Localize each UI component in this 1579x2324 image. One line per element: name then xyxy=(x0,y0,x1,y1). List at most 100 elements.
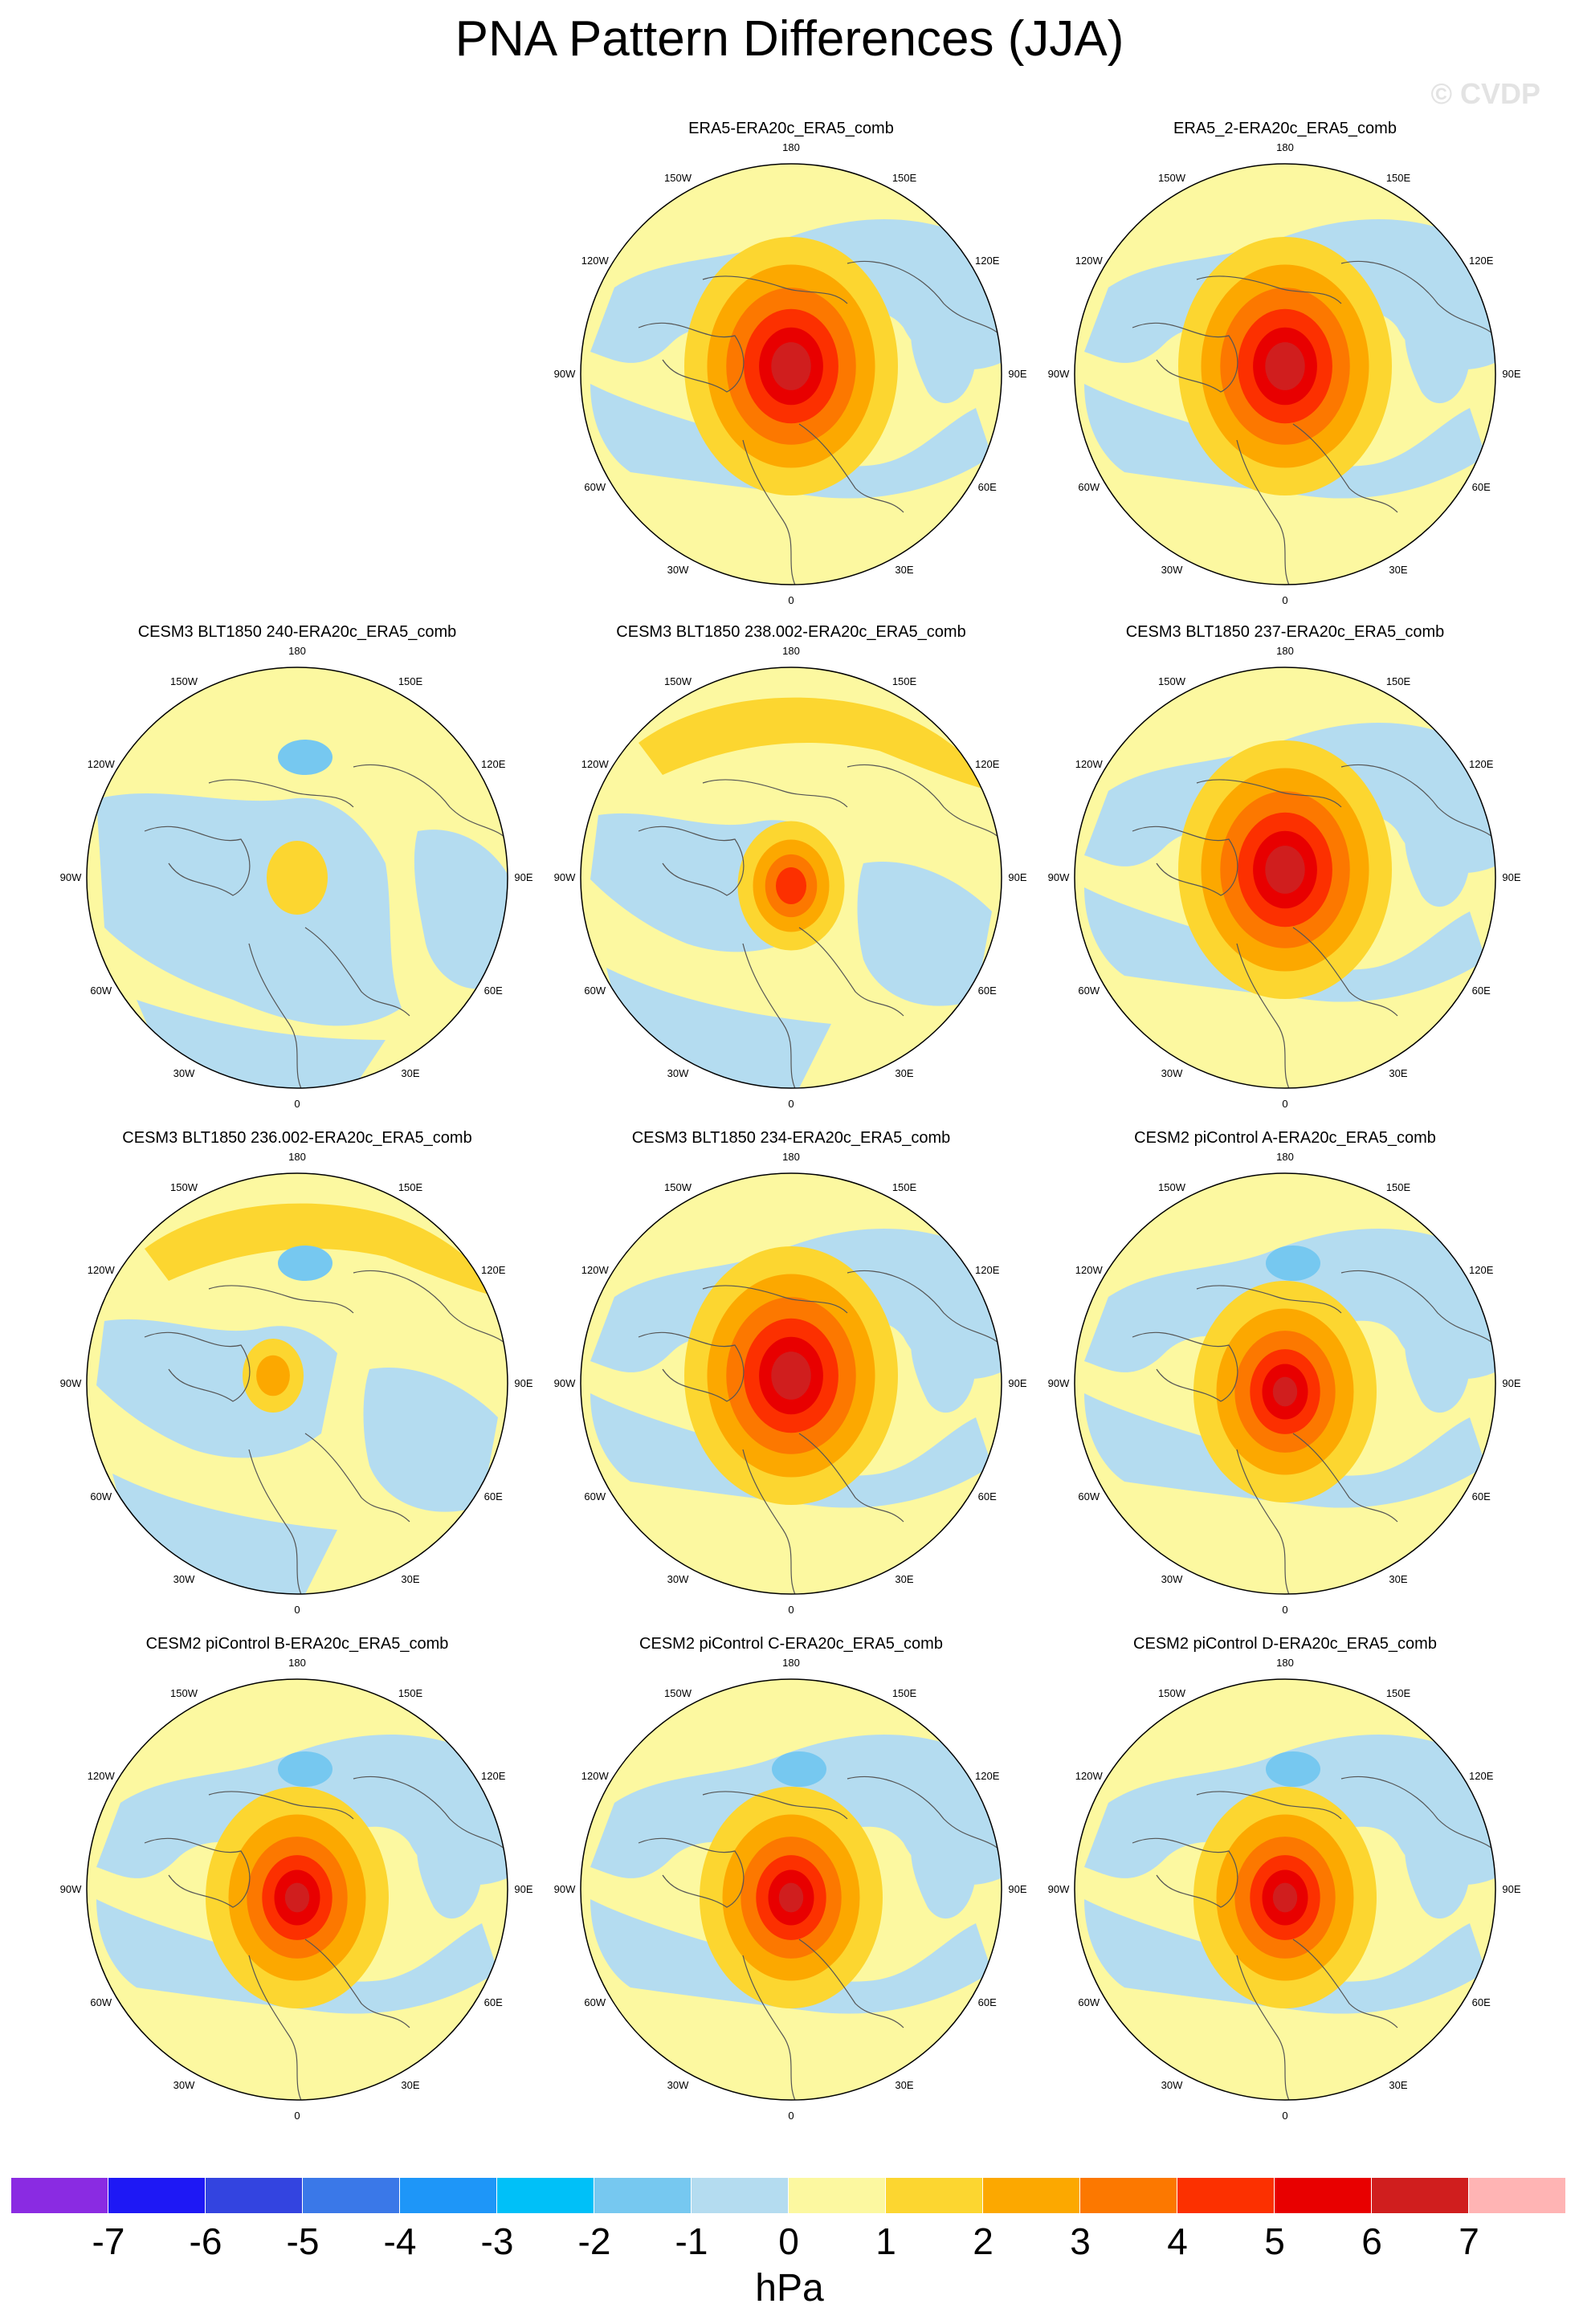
polar-map: 180 0 90W 90E 120W 150W 150E 120E 60W 30W 30E 60E xyxy=(1048,1151,1521,1616)
longitude-label: 150E xyxy=(398,675,423,687)
longitude-label: 150W xyxy=(1158,675,1186,687)
colorbar-segment xyxy=(692,2178,789,2213)
longitude-label: 120W xyxy=(88,1770,116,1782)
coastline xyxy=(702,275,848,304)
longitude-label: 90W xyxy=(60,1883,82,1895)
anomaly-contour xyxy=(778,1882,804,1913)
coastline xyxy=(208,1285,354,1314)
longitude-label: 120W xyxy=(1075,1770,1104,1782)
longitude-label: 0 xyxy=(294,1098,300,1110)
longitude-label: 90E xyxy=(514,1377,532,1389)
map-boundary xyxy=(1074,1172,1496,1595)
longitude-label: 60W xyxy=(584,1996,606,2008)
colorbar-tick-label: -7 xyxy=(92,2220,125,2262)
colorbar-segment xyxy=(11,2178,108,2213)
longitude-label: 30W xyxy=(1161,1067,1183,1079)
anomaly-contour xyxy=(1274,353,1296,380)
longitude-label: 60E xyxy=(1472,985,1491,997)
longitude-label: 0 xyxy=(294,2110,300,2122)
panel-title: CESM2 piControl D-ERA20c_ERA5_comb xyxy=(1133,1635,1437,1653)
longitude-label: 120W xyxy=(88,1264,116,1276)
map-boundary xyxy=(86,1172,508,1595)
longitude-label: 120E xyxy=(1469,255,1494,267)
longitude-label: 150E xyxy=(892,1687,917,1699)
longitude-label: 180 xyxy=(782,1657,800,1669)
longitude-label: 90E xyxy=(1008,1377,1026,1389)
coastline xyxy=(702,779,848,808)
polar-map: 180 0 90W 90E 120W 150W 150E 120E 60W 30W 30E 60E xyxy=(554,645,1027,1110)
longitude-label: 120W xyxy=(1075,255,1104,267)
coastline xyxy=(742,943,800,1088)
panel-title: CESM2 piControl B-ERA20c_ERA5_comb xyxy=(145,1635,449,1653)
negative-anomaly-region xyxy=(911,302,976,404)
longitude-label: 30W xyxy=(173,1067,195,1079)
longitude-label: 90E xyxy=(1008,871,1026,883)
longitude-label: 0 xyxy=(1282,594,1287,606)
longitude-label: 180 xyxy=(288,1657,306,1669)
panel-title: CESM3 BLT1850 240-ERA20c_ERA5_comb xyxy=(137,623,457,641)
colorbar-tick-label: 4 xyxy=(1167,2220,1188,2262)
panel-title: CESM3 BLT1850 237-ERA20c_ERA5_comb xyxy=(1125,623,1445,641)
map-panel: CESM3 BLT1850 236.002-ERA20c_ERA5_comb 18… xyxy=(48,1128,546,1626)
coastline xyxy=(144,1331,251,1402)
negative-anomaly-core xyxy=(278,740,333,775)
longitude-label: 180 xyxy=(1276,1657,1294,1669)
longitude-label: 150W xyxy=(664,675,692,687)
coastline xyxy=(353,1270,508,1354)
longitude-label: 30E xyxy=(401,2079,419,2091)
map-boundary xyxy=(1074,163,1496,585)
negative-anomaly-region xyxy=(414,830,508,989)
map-panel: CESM2 piControl A-ERA20c_ERA5_comb 180 0 90… xyxy=(1036,1128,1534,1626)
longitude-label: 150W xyxy=(1158,1687,1186,1699)
longitude-label: 90W xyxy=(554,1377,576,1389)
longitude-label: 30W xyxy=(667,2079,689,2091)
longitude-label: 150E xyxy=(892,675,917,687)
polar-map: 180 0 90W 90E 120W 150W 150E 120E 60W 30W 30E 60E xyxy=(554,141,1027,606)
polar-map: 180 0 90W 90E 120W 150W 150E 120E 60W 30W 30E 60E xyxy=(1048,141,1521,606)
colorbar-tick-label: -4 xyxy=(383,2220,417,2262)
longitude-label: 30E xyxy=(1389,564,1407,576)
negative-anomaly-region xyxy=(1405,302,1470,404)
polar-map: 180 0 90W 90E 120W 150W 150E 120E 60W 30W 30E 60E xyxy=(60,1151,533,1616)
negative-anomaly-region xyxy=(1084,1899,1486,2014)
coastline xyxy=(742,439,800,585)
negative-anomaly-region xyxy=(96,1899,498,2014)
panel-title: CESM3 BLT1850 238.002-ERA20c_ERA5_comb xyxy=(616,623,966,641)
colorbar-tick-label: -3 xyxy=(480,2220,514,2262)
longitude-label: 0 xyxy=(788,594,794,606)
longitude-label: 90W xyxy=(554,1883,576,1895)
longitude-label: 90E xyxy=(1502,1883,1520,1895)
coastline xyxy=(798,1939,904,2028)
colorbar-segment xyxy=(1469,2178,1566,2213)
longitude-label: 120E xyxy=(481,758,506,770)
map-panel: CESM3 BLT1850 238.002-ERA20c_ERA5_comb 18… xyxy=(542,622,1040,1120)
longitude-label: 120W xyxy=(581,1770,610,1782)
longitude-label: 120W xyxy=(581,1264,610,1276)
coastline xyxy=(1292,1939,1398,2028)
longitude-label: 120W xyxy=(1075,1264,1104,1276)
longitude-label: 90W xyxy=(60,1377,82,1389)
panel-title: CESM3 BLT1850 236.002-ERA20c_ERA5_comb xyxy=(122,1129,472,1147)
colorbar-segment xyxy=(594,2178,692,2213)
longitude-label: 90E xyxy=(514,871,532,883)
coastline xyxy=(798,1433,904,1523)
longitude-label: 30W xyxy=(1161,2079,1183,2091)
longitude-label: 120E xyxy=(975,758,1000,770)
map-boundary xyxy=(580,1172,1002,1595)
map-boundary xyxy=(1074,667,1496,1089)
coastline xyxy=(1196,1791,1342,1820)
longitude-label: 150E xyxy=(1386,172,1411,184)
colorbar-tick-label: -2 xyxy=(577,2220,611,2262)
coastline xyxy=(1236,1449,1294,1594)
coastline xyxy=(798,927,904,1017)
longitude-label: 30W xyxy=(1161,1573,1183,1585)
longitude-label: 150E xyxy=(398,1687,423,1699)
longitude-label: 150W xyxy=(664,172,692,184)
coastline xyxy=(702,1285,848,1314)
longitude-label: 60W xyxy=(90,985,112,997)
coastline xyxy=(208,1791,354,1820)
longitude-label: 120W xyxy=(1075,758,1104,770)
longitude-label: 120E xyxy=(1469,1770,1494,1782)
negative-anomaly-region xyxy=(590,384,992,499)
colorbar-tick-label: 0 xyxy=(778,2220,799,2262)
